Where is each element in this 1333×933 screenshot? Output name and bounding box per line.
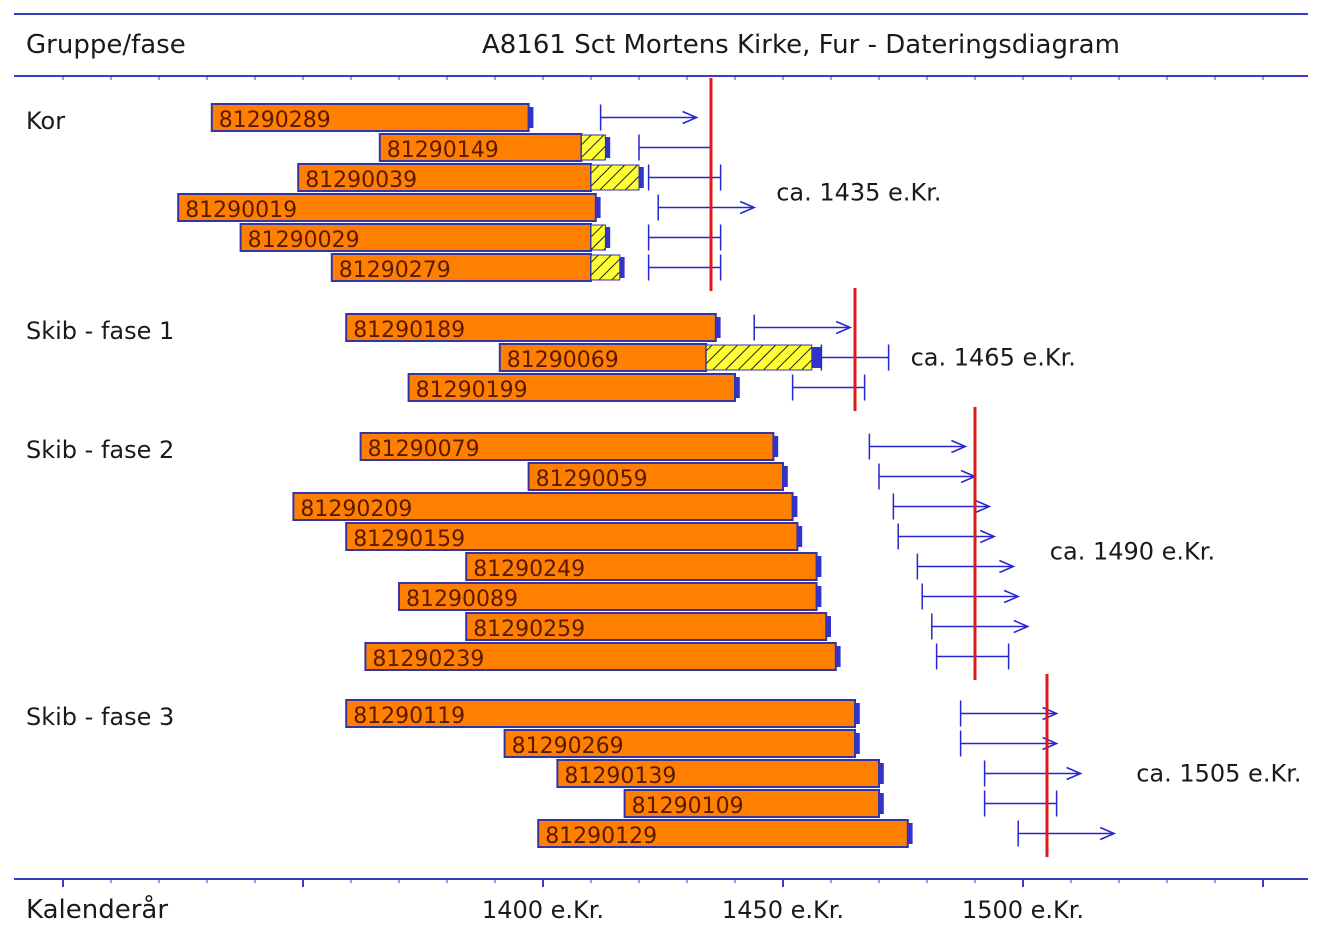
bark-marker	[792, 496, 798, 517]
sample-id: 81290289	[219, 108, 331, 133]
bark-marker	[879, 793, 884, 814]
chart-title: A8161 Sct Mortens Kirke, Fur - Daterings…	[482, 30, 1120, 60]
sample-id: 81290039	[305, 168, 417, 193]
sample-id: 81290279	[339, 258, 451, 283]
axis-tick-label: 1450 e.Kr.	[722, 896, 844, 924]
sample-id: 81290269	[512, 734, 624, 759]
sapwood-bar	[590, 164, 640, 191]
bark-marker	[605, 137, 611, 158]
bark-marker	[528, 107, 534, 128]
sample-id: 81290069	[507, 348, 619, 373]
sample-id: 81290239	[372, 647, 484, 672]
sample-id: 81290249	[473, 557, 585, 582]
sample-id: 81290079	[368, 437, 480, 462]
bark-marker	[773, 436, 779, 457]
estimate-arrow	[682, 110, 699, 125]
bark-marker	[826, 616, 831, 637]
estimate-arrow	[999, 559, 1016, 574]
bark-marker	[855, 703, 860, 724]
estimate-arrow	[979, 529, 997, 544]
group-3: Skib - fase 3 81290119 81290269 81290139 812…	[26, 674, 1301, 857]
sample-id: 81290019	[185, 198, 297, 223]
estimate-arrow	[1003, 589, 1021, 604]
sample-bar	[407, 373, 736, 402]
group-label: Kor	[26, 107, 65, 135]
sample-bar	[527, 462, 784, 491]
bark-marker	[879, 763, 884, 784]
group-label: Skib - fase 1	[26, 317, 174, 345]
sample-id: 81290149	[387, 138, 499, 163]
sample-bar	[465, 612, 828, 641]
bark-marker	[619, 257, 625, 278]
bark-marker	[783, 466, 788, 487]
bark-marker	[605, 227, 611, 248]
x-axis: Kalenderår 1400 e.Kr. 1450 e.Kr. 1500 e.Kr…	[14, 76, 1308, 925]
sapwood-bar	[590, 254, 621, 281]
group-2: Skib - fase 2 81290079 81290059 81290209 812…	[26, 407, 1215, 680]
bark-marker	[816, 556, 822, 577]
bark-marker	[595, 197, 601, 218]
estimate-arrow	[835, 320, 853, 335]
sample-bar	[345, 699, 856, 728]
sample-id: 81290199	[416, 378, 528, 403]
sample-id: 81290029	[248, 228, 360, 253]
dating-label: ca. 1465 e.Kr.	[911, 344, 1076, 372]
estimate-arrow	[739, 200, 757, 215]
sapwood-bar	[590, 224, 606, 251]
bark-marker	[855, 733, 860, 754]
sample-id: 81290089	[406, 587, 518, 612]
bark-marker	[735, 377, 740, 398]
axis-tick-label: 1400 e.Kr.	[482, 896, 604, 924]
sample-bar	[537, 819, 909, 848]
group-label: Skib - fase 2	[26, 436, 174, 464]
group-0: Kor 81290289 81290149 81290039 81290019 81290…	[26, 78, 941, 291]
sample-id: 81290129	[545, 824, 657, 849]
bark-marker	[907, 823, 913, 844]
dating-label: ca. 1505 e.Kr.	[1136, 760, 1301, 788]
dating-label: ca. 1435 e.Kr.	[776, 179, 941, 207]
x-axis-label: Kalenderår	[26, 894, 168, 925]
dating-label: ca. 1490 e.Kr.	[1050, 538, 1215, 566]
bark-marker	[811, 347, 822, 368]
sample-bar	[177, 193, 597, 222]
sample-id: 81290189	[353, 318, 465, 343]
estimate-arrow	[1066, 766, 1083, 781]
sample-id: 81290139	[564, 764, 676, 789]
estimate-arrow	[1099, 826, 1117, 841]
sample-id: 81290209	[300, 497, 412, 522]
sample-bar	[623, 789, 880, 818]
bark-marker	[797, 526, 803, 547]
group-1: Skib - fase 1 81290189 81290069 81290199 ca.…	[26, 288, 1076, 411]
bark-marker	[835, 646, 841, 667]
sapwood-bar	[580, 134, 606, 161]
axis-tick-label: 1500 e.Kr.	[962, 896, 1084, 924]
sample-bar	[398, 582, 818, 611]
sample-bar	[364, 642, 837, 671]
sapwood-bar	[705, 344, 813, 371]
bark-marker	[639, 167, 644, 188]
estimate-arrow	[951, 439, 968, 454]
sample-bar	[359, 432, 775, 461]
sample-bar	[498, 343, 708, 372]
sample-id: 81290159	[353, 527, 465, 552]
group-label: Skib - fase 3	[26, 703, 174, 731]
header-group-label: Gruppe/fase	[26, 30, 186, 60]
sample-id: 81290109	[632, 794, 744, 819]
estimate-arrow	[975, 499, 992, 514]
sample-id: 81290259	[473, 617, 585, 642]
sample-groups: Kor 81290289 81290149 81290039 81290019 81290…	[26, 78, 1301, 857]
bark-marker	[715, 317, 721, 338]
bark-marker	[816, 586, 822, 607]
sample-id: 81290119	[353, 704, 465, 729]
estimate-arrow	[1013, 619, 1030, 634]
sample-id: 81290059	[536, 467, 648, 492]
